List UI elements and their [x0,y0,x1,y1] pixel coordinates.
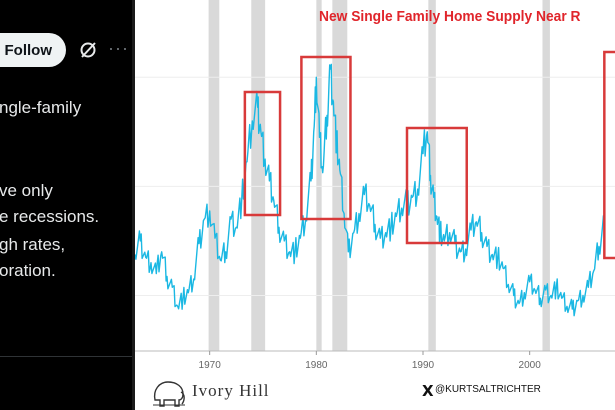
recession-band [428,0,436,351]
series-line [135,63,605,317]
highlight-box [603,50,615,260]
x-tick-label: 1980 [305,360,328,371]
recession-band [332,0,348,351]
author-handle: @KURTSALTRICHTER [435,384,541,395]
x-tick-label: 1970 [199,360,222,371]
tweet-text-line: e recessions. [0,207,100,226]
tweet-text-line: ngle-family [0,98,82,117]
tweet-text-line: ve only [0,181,53,200]
x-tick-label: 1990 [412,360,435,371]
more-icon[interactable]: ··· [108,38,129,58]
panel-edge [132,0,135,410]
brand-logo-text: Ivory Hill [192,381,270,400]
tweet-text-line: oration. [0,261,56,280]
divider [0,356,132,357]
highlight-box [405,126,468,245]
recession-band [316,0,322,351]
highlight-box [243,90,282,217]
chart-title: New Single Family Home Supply Near R [319,8,581,25]
x-tick-label: 2000 [519,360,542,371]
recession-band [208,0,220,351]
highlight-box [300,55,352,221]
recession-band [542,0,550,351]
chart-image[interactable]: 1970 1980 1990 2000 New Single Family Home … [135,0,615,410]
x-logo-icon: X [422,382,434,400]
tweet-panel: Follow ··· ngle-family ve only e recessi… [0,0,132,410]
recession-band [251,0,266,351]
line-chart: 1970 1980 1990 2000 [135,0,615,371]
follow-button[interactable]: Follow [0,33,66,67]
grok-icon[interactable] [78,40,98,60]
tweet-text-line: gh rates, [0,235,66,254]
chart-footer [135,371,615,410]
elephant-logo-icon [153,381,185,407]
